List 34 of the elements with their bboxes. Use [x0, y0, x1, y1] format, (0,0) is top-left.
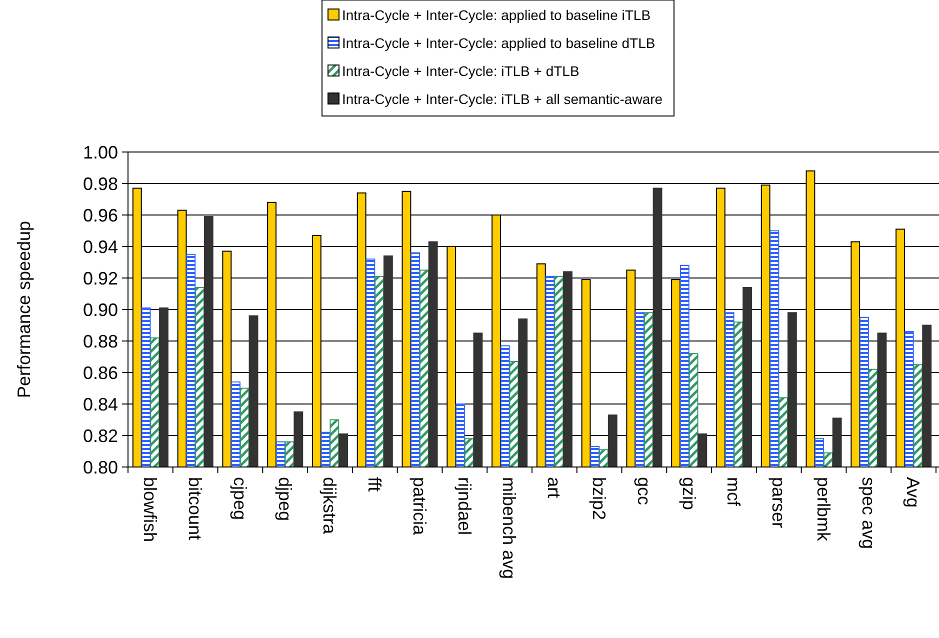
legend-label: Intra-Cycle + Inter-Cycle: applied to baseline iTLB — [342, 6, 651, 23]
x-tick-label: bzip2 — [589, 477, 610, 520]
x-tick-label: mcf — [724, 477, 744, 507]
x-tick-label: patricia — [409, 477, 430, 536]
x-tick-label: gzip — [678, 477, 699, 510]
x-tick-label: spec avg — [858, 477, 878, 550]
y-tick-label: 0.94 — [82, 236, 118, 257]
x-tick-label: bitcount — [185, 477, 206, 540]
y-axis-title: Performance speedup — [14, 220, 34, 398]
legend-label: Intra-Cycle + Inter-Cycle: applied to baseline dTLB — [342, 34, 656, 51]
x-tick-label: blowfish — [140, 477, 160, 542]
y-tick-label: 0.90 — [82, 300, 118, 320]
x-tick-label: perlbmk — [813, 477, 834, 542]
y-tick-label: 0.86 — [82, 362, 118, 383]
x-tick-label: cjpeg — [230, 477, 250, 520]
y-tick-label: 0.92 — [82, 268, 118, 288]
x-tick-label: fft — [364, 477, 385, 492]
x-tick-label: mibench avg — [499, 477, 520, 580]
x-tick-label: djpeg — [274, 477, 295, 522]
x-tick-label: Avg — [903, 477, 924, 508]
y-tick-label: 0.96 — [82, 205, 118, 226]
y-tick-label: 1.00 — [82, 142, 118, 162]
legend-label: Intra-Cycle + Inter-Cycle: iTLB + dTLB — [342, 62, 580, 79]
x-tick-label: rijndael — [454, 477, 474, 536]
legend-label: Intra-Cycle + Inter-Cycle: iTLB + all semantic-aware — [342, 90, 663, 107]
x-tick-label: gcc — [634, 477, 654, 506]
y-tick-label: 0.80 — [82, 457, 118, 478]
y-tick-label: 0.82 — [82, 426, 118, 446]
x-tick-label: art — [544, 477, 564, 498]
x-tick-label: parser — [768, 477, 789, 528]
y-tick-label: 0.98 — [82, 174, 118, 194]
x-tick-label: dijkstra — [320, 477, 340, 536]
y-tick-label: 0.88 — [82, 331, 118, 352]
y-tick-label: 0.84 — [82, 394, 118, 414]
